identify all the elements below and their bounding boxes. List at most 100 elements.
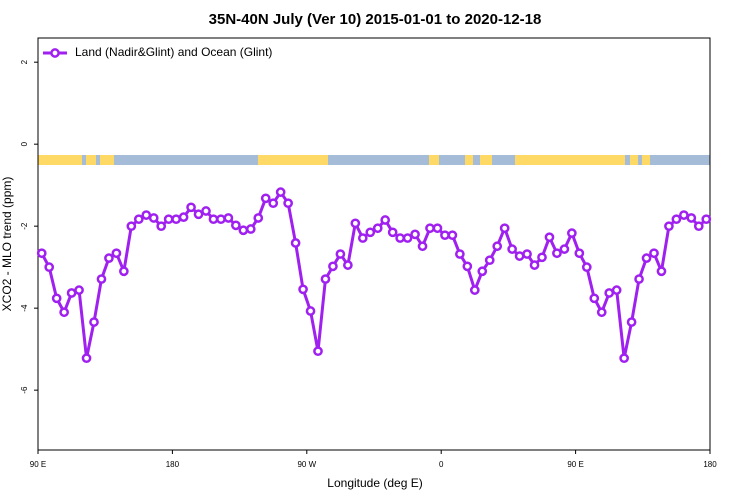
land [100, 155, 114, 165]
data-point [208, 214, 219, 225]
data-point [484, 255, 495, 266]
data-point [328, 261, 338, 272]
data-point [440, 230, 450, 241]
data-point [111, 248, 122, 259]
y-axis-label: XCO2 - MLO trend (ppm) [0, 177, 14, 312]
plot-frame [37, 37, 711, 451]
data-point [178, 212, 189, 222]
data-point [119, 266, 129, 277]
data-point [223, 213, 234, 223]
data-point [514, 251, 525, 261]
data-point [245, 224, 256, 234]
data-point [432, 223, 443, 234]
legend-label: Land (Nadir&Glint) and Ocean (Glint) [75, 45, 272, 59]
data-point [253, 213, 264, 223]
data-point [343, 260, 353, 270]
data-point [335, 249, 346, 259]
legend-marker [50, 48, 60, 58]
data-point [186, 202, 196, 213]
data-point [425, 223, 435, 234]
land [86, 155, 96, 165]
data-point [641, 253, 652, 263]
data-point [619, 353, 629, 364]
land [630, 155, 638, 165]
data-point [402, 233, 413, 243]
data-point [611, 285, 622, 295]
land [258, 155, 328, 165]
data-point [596, 307, 607, 318]
data-point [320, 274, 331, 284]
data-point [357, 233, 368, 243]
data-point [604, 288, 615, 298]
data-point [656, 266, 667, 277]
data-point [507, 244, 517, 254]
x-tick-label: 90 E [30, 460, 46, 469]
data-point [141, 210, 152, 220]
data-point [290, 238, 301, 248]
data-point [350, 218, 361, 229]
data-point [649, 248, 659, 259]
x-tick-label: 0 [439, 460, 444, 469]
data-point [133, 214, 144, 225]
x-axis-label: Longitude (deg E) [327, 476, 422, 490]
data-point [626, 317, 637, 327]
data-point [156, 221, 167, 232]
data-point [693, 221, 704, 232]
data-point [260, 193, 271, 204]
data-point [492, 241, 503, 252]
data-point [171, 214, 181, 225]
data-point [581, 262, 592, 273]
data-point [305, 306, 316, 316]
data-point [544, 232, 555, 243]
x-tick-label: 180 [166, 460, 180, 469]
data-point [395, 233, 405, 243]
land-ocean-strip [38, 155, 710, 165]
data-point [51, 293, 62, 304]
data-point [275, 187, 286, 197]
data-point [686, 213, 697, 223]
data-point [559, 244, 570, 254]
land [465, 155, 473, 165]
data-point [283, 198, 293, 209]
land [515, 155, 625, 165]
data-point [671, 214, 682, 225]
data-point [298, 284, 308, 295]
data-point [455, 249, 465, 259]
data-point [372, 223, 383, 234]
x-tick-label: 90 W [297, 460, 316, 469]
data-point [268, 198, 279, 209]
data-point [567, 228, 577, 238]
y-tick-label: 2 [20, 59, 29, 64]
y-tick-label: -2 [20, 222, 29, 230]
data-point [44, 262, 55, 273]
legend: Land (Nadir&Glint) and Ocean (Glint) [43, 45, 272, 59]
data-point [66, 288, 77, 298]
land [480, 155, 492, 165]
y-tick-label: 0 [20, 141, 29, 146]
x-tick-label: 180 [703, 460, 717, 469]
data-point [231, 220, 241, 231]
data-point [679, 210, 689, 220]
data-point [193, 209, 204, 220]
x-tick-label: 90 E [567, 460, 583, 469]
data-point [537, 252, 547, 263]
data-point [89, 317, 99, 327]
data-point [410, 229, 420, 240]
chart-title: 35N-40N July (Ver 10) 2015-01-01 to 2020… [209, 11, 542, 28]
data-point [634, 274, 644, 284]
data-point [96, 274, 107, 284]
data-point [104, 253, 114, 263]
data-point [499, 223, 510, 234]
data-point [574, 248, 585, 259]
y-tick-label: -4 [20, 304, 29, 312]
data-point [701, 214, 712, 225]
data-point [417, 241, 428, 252]
data-point [74, 285, 84, 295]
data-point [59, 307, 69, 318]
data-point [81, 353, 92, 364]
land [642, 155, 650, 165]
data-point [522, 249, 532, 259]
data-point [238, 225, 249, 236]
